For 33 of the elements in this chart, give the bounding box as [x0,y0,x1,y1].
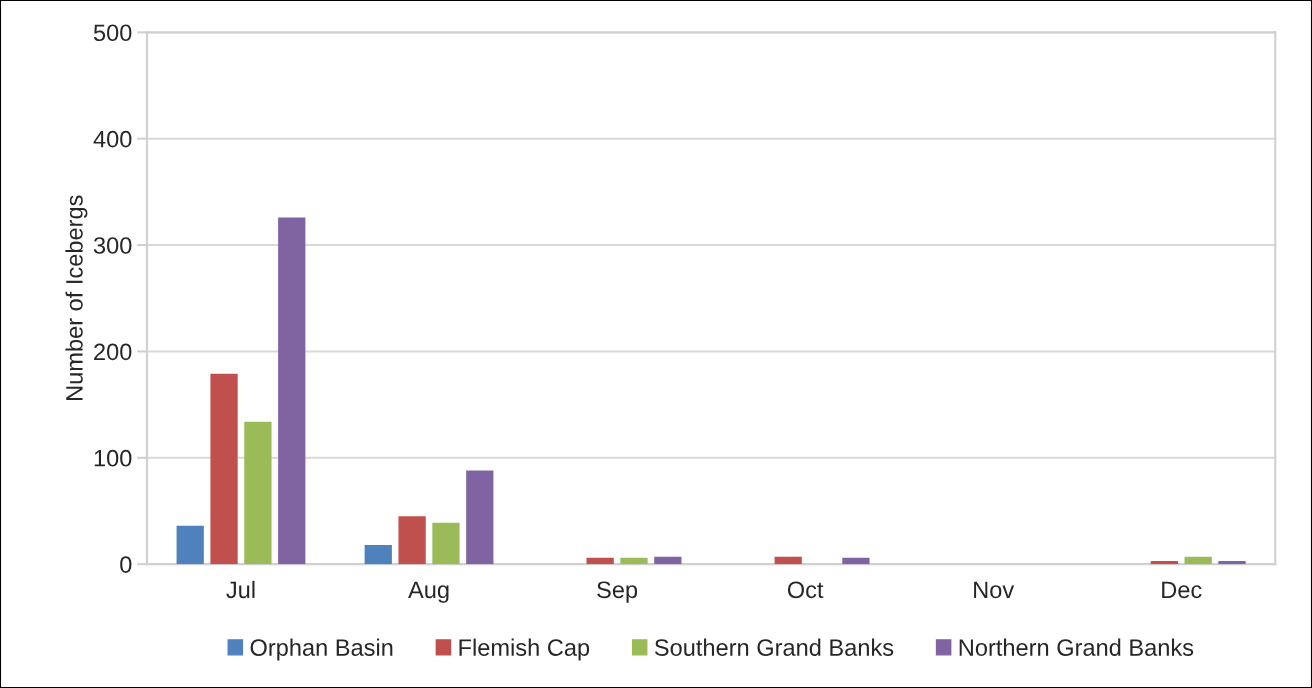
bar [620,557,648,565]
x-tick-label: Oct [787,581,824,599]
bar [176,525,204,565]
legend-label: Northern Grand Banks [959,638,1194,656]
x-tick-label: Nov [974,581,1015,599]
bar [244,421,272,565]
y-tick-label: 200 [94,343,132,361]
bar [1150,560,1178,565]
bar [774,556,802,565]
y-tick-label: 300 [93,237,132,254]
bar [432,522,460,565]
x-tick-label: Sep [597,581,638,603]
y-axis-title: Number of Icebergs [65,195,88,400]
bar [1218,560,1246,565]
bar [1184,556,1212,565]
y-tick-label: 0 [120,556,132,573]
x-tick-label: Aug [408,581,449,603]
legend-label: Orphan Basin [250,638,393,661]
y-tick-label: 100 [94,449,132,467]
y-tick-label: 400 [93,130,132,148]
bar [842,557,870,565]
bar [278,217,306,565]
x-tick-label: Dec [1162,581,1202,599]
bar [466,470,494,565]
bar [210,373,238,565]
bar [586,557,614,565]
bar [398,516,426,565]
y-tick-label: 500 [93,24,132,42]
bar [364,545,392,565]
legend-label: Flemish Cap [459,638,590,661]
x-tick-label: Jul [226,580,255,599]
bar [654,556,682,565]
legend-label: Southern Grand Banks [654,638,894,656]
